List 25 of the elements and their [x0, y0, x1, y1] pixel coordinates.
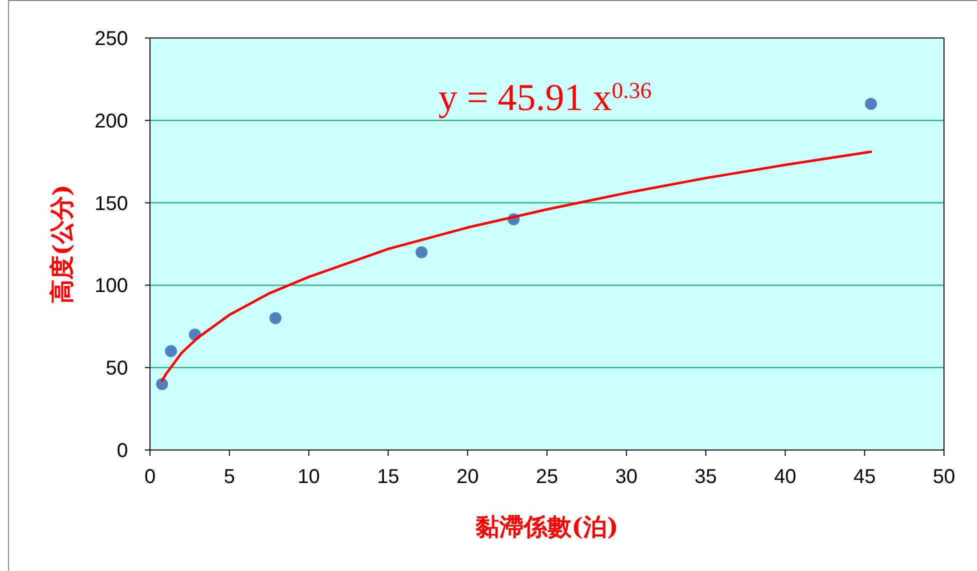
y-tick-label: 250 — [94, 28, 128, 50]
x-tick-label: 30 — [615, 466, 638, 488]
y-tick-label: 100 — [94, 275, 128, 298]
x-tick-label: 25 — [536, 466, 558, 488]
x-tick-label: 40 — [774, 466, 796, 488]
x-tick-label: 45 — [853, 466, 876, 488]
x-tick-label: 50 — [932, 466, 956, 488]
point — [864, 98, 877, 110]
y-tick-label: 150 — [94, 192, 128, 215]
x-tick-label: 10 — [298, 466, 320, 488]
x-tick-label: 20 — [456, 466, 479, 488]
x-tick-label: 15 — [377, 466, 400, 488]
y-axis-title: 高度(公分) — [47, 184, 76, 304]
point — [156, 378, 168, 390]
x-tick-label: 0 — [144, 466, 156, 488]
x-tick-label: 5 — [224, 466, 235, 488]
y-tick-label: 0 — [116, 440, 128, 462]
x-axis-title: 黏滯係數(泊) — [474, 512, 618, 541]
annotation: y = 45.91 x$^{0.36}$ — [438, 77, 652, 119]
y-tick-label: 50 — [106, 358, 128, 380]
point — [164, 345, 177, 358]
point — [269, 312, 282, 324]
y-tick-label: 200 — [94, 110, 128, 132]
point — [416, 246, 428, 258]
x-tick-label: 35 — [694, 466, 717, 488]
